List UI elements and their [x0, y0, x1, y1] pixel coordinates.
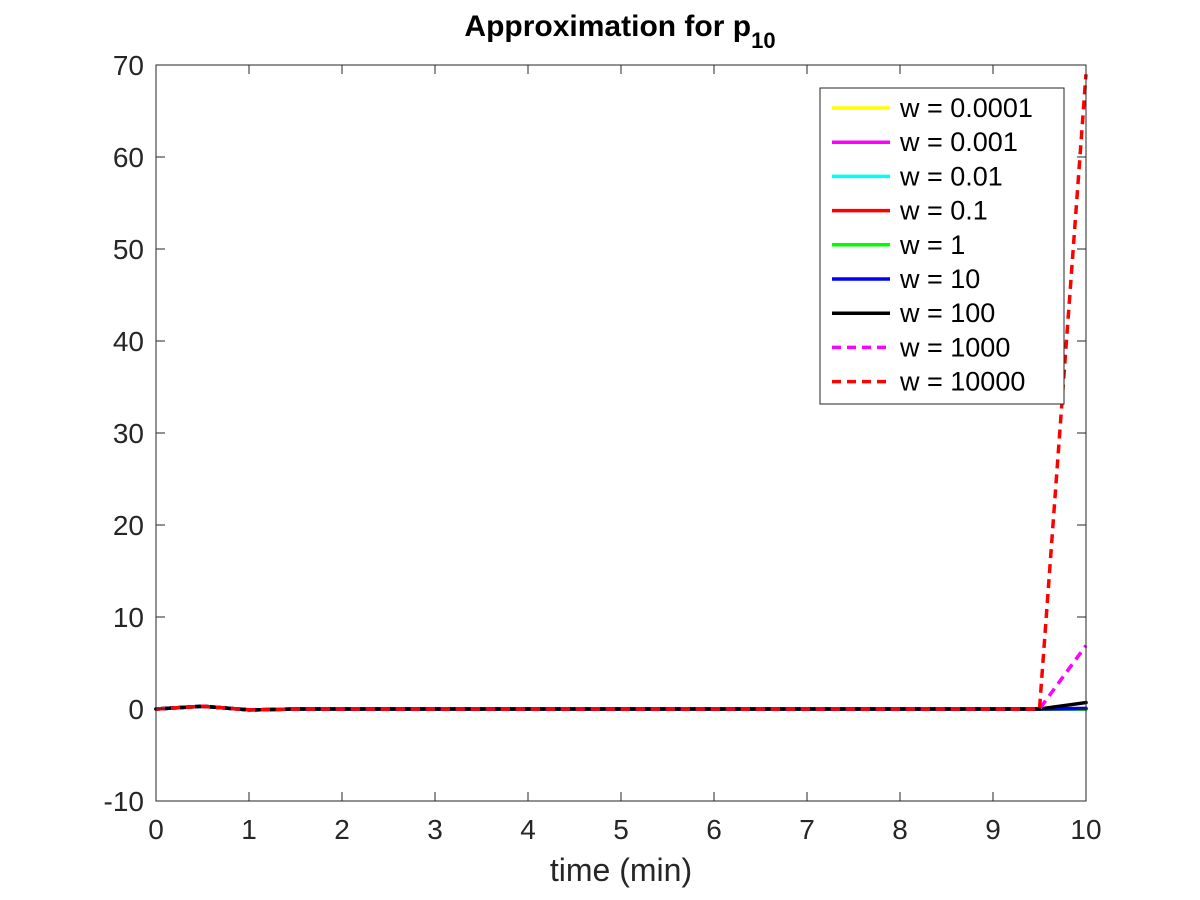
legend-label-2: w = 0.001 — [899, 127, 1018, 157]
x-axis-label: time (min) — [550, 852, 692, 888]
x-tick-label: 7 — [799, 814, 815, 845]
legend-label-1: w = 0.0001 — [899, 93, 1033, 123]
x-tick-label: 3 — [427, 814, 443, 845]
y-tick-label: 50 — [113, 234, 144, 265]
legend-label-3: w = 0.01 — [899, 161, 1003, 191]
legend: w = 0.0001 w = 0.001 w = 0.01 w = 0.1 w = 1 w… — [819, 87, 1065, 405]
x-tick-label: 10 — [1070, 814, 1101, 845]
legend-label-7: w = 100 — [899, 298, 995, 328]
x-tick-label: 8 — [892, 814, 908, 845]
x-tick-label: 4 — [520, 814, 536, 845]
x-tick-label: 6 — [706, 814, 722, 845]
y-tick-label: 20 — [113, 510, 144, 541]
x-tick-label: 2 — [334, 814, 350, 845]
y-tick-label: 0 — [128, 694, 144, 725]
chart-title-subscript: 10 — [751, 28, 775, 53]
series-line-9 — [155, 74, 1088, 712]
legend-label-9: w = 10000 — [899, 367, 1025, 397]
series-layer — [154, 74, 1088, 712]
y-tick-label: -10 — [104, 786, 144, 817]
x-tick-label: 5 — [613, 814, 629, 845]
legend-label-4: w = 0.1 — [899, 196, 988, 226]
y-tick-label: 10 — [113, 602, 144, 633]
y-tick-label: 60 — [113, 142, 144, 173]
x-tick-label: 9 — [985, 814, 1001, 845]
y-tick-label: 70 — [113, 50, 144, 81]
legend-label-5: w = 1 — [899, 230, 965, 260]
chart-title-main: Approximation for p — [464, 10, 751, 43]
y-tick-label: 40 — [113, 326, 144, 357]
x-tick-label: 1 — [241, 814, 257, 845]
legend-label-6: w = 10 — [899, 264, 980, 294]
chart-title: Approximation for p10 — [464, 10, 775, 53]
y-tick-label: 30 — [113, 418, 144, 449]
x-tick-label: 0 — [148, 814, 164, 845]
legend-label-8: w = 1000 — [899, 332, 1010, 362]
